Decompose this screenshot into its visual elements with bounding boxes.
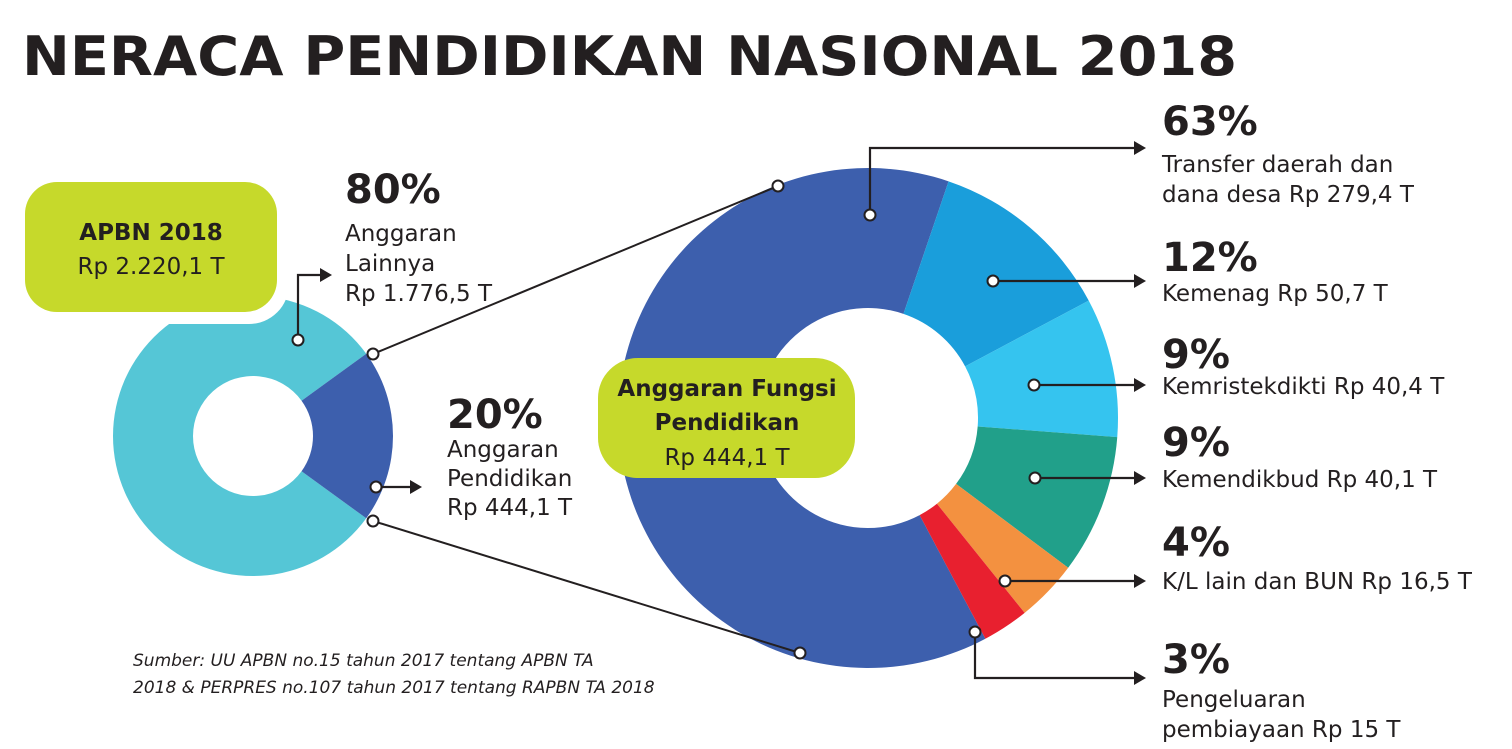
leader-line — [296, 273, 322, 340]
leader-dot — [1027, 378, 1041, 392]
slice — [965, 300, 1119, 438]
slice-label: Kemristekdikti Rp 40,4 T — [1162, 374, 1445, 400]
percent-label: 9% — [1162, 332, 1230, 378]
source: 2018 & PERPRES no.107 tahun 2017 tentang… — [133, 678, 655, 698]
slice-label: K/L lain dan BUN Rp 16,5 T — [1162, 569, 1473, 595]
percent-label: 20% — [447, 392, 543, 438]
slice-label: Pendidikan — [447, 466, 572, 492]
center-title: Pendidikan — [655, 410, 800, 436]
slice-label: Transfer daerah dan — [1161, 152, 1393, 178]
zoom-dot — [366, 514, 380, 528]
arrow-head — [320, 268, 332, 282]
slice — [903, 181, 1089, 367]
total-amount: Rp 2.220,1 T — [77, 254, 225, 280]
percent-label: 80% — [345, 167, 441, 213]
zoom-dot — [771, 179, 785, 193]
slice — [113, 296, 367, 576]
total-box — [25, 182, 277, 312]
percent-label: 63% — [1162, 99, 1258, 145]
arrow-head — [410, 480, 422, 494]
center-box — [598, 358, 855, 478]
slice — [618, 168, 986, 669]
percent-label: 12% — [1162, 235, 1258, 281]
slice-label: Anggaran — [447, 437, 559, 463]
leader-dot — [291, 333, 305, 347]
total-title: APBN 2018 — [79, 220, 222, 246]
percent-label: 9% — [1162, 420, 1230, 466]
percent-label: 4% — [1162, 520, 1230, 566]
source: Sumber: UU APBN no.15 tahun 2017 tentang… — [133, 651, 594, 671]
slice-label: dana desa Rp 279,4 T — [1162, 182, 1415, 208]
slice-label: Rp 1.776,5 T — [345, 281, 493, 307]
slice-label: pembiayaan Rp 15 T — [1162, 717, 1401, 743]
leader-dot — [998, 574, 1012, 588]
arrow-head — [1134, 471, 1146, 485]
slice — [919, 503, 1025, 639]
center-title: Anggaran Fungsi — [617, 376, 836, 402]
title: NERACA PENDIDIKAN NASIONAL 2018 — [22, 25, 1237, 88]
zoom-line — [372, 520, 801, 654]
slice-label: Pengeluaran — [1162, 687, 1306, 713]
arrow-head — [1134, 671, 1146, 685]
leader-line — [973, 632, 1136, 680]
slice-label: Anggaran — [345, 221, 457, 247]
percent-label: 3% — [1162, 637, 1230, 683]
arrow-head — [1134, 574, 1146, 588]
zoom-dot — [366, 347, 380, 361]
leader-dot — [369, 480, 383, 494]
arrow-head — [1134, 274, 1146, 288]
overlay: APBN 2018 Rp 2.220,1 T Anggaran Fungsi P… — [13, 170, 855, 698]
leader-dot — [863, 208, 877, 222]
arrow-head — [1134, 378, 1146, 392]
center-amount: Rp 444,1 T — [664, 445, 790, 471]
leader-line — [868, 146, 1136, 215]
leader-dot — [986, 274, 1000, 288]
leader-dot — [968, 625, 982, 639]
slice-label: Rp 444,1 T — [447, 495, 573, 521]
arrow-head — [1134, 141, 1146, 155]
leader-dot — [1028, 471, 1042, 485]
slice-label: Kemenag Rp 50,7 T — [1162, 281, 1389, 307]
donuts — [113, 168, 1119, 669]
slice-label: Lainnya — [345, 251, 435, 277]
zoom-line — [372, 185, 779, 355]
slice — [956, 426, 1118, 568]
slice — [301, 353, 394, 519]
slice-label: Kemendikbud Rp 40,1 T — [1162, 467, 1438, 493]
zoom-dot — [793, 646, 807, 660]
